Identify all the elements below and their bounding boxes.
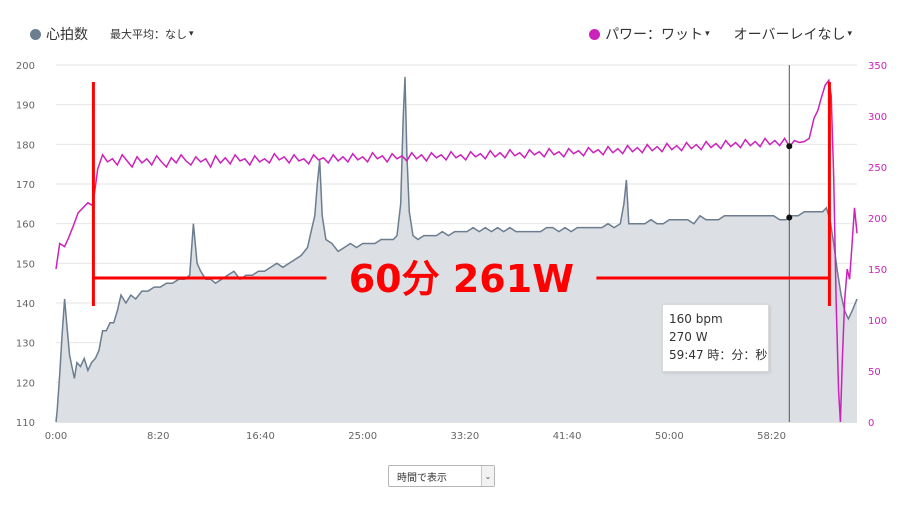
y-right-tick-label: 50	[868, 367, 881, 378]
y-left-tick-label: 200	[16, 61, 35, 72]
y-right-tick-label: 200	[868, 214, 887, 225]
max-average-dropdown[interactable]: 最大平均：なし ▾	[110, 26, 194, 42]
y-right-tick-label: 300	[868, 112, 887, 123]
chevron-down-icon: ⌄	[481, 466, 494, 486]
x-tick-label: 25:00	[348, 431, 377, 442]
y-left-tick-label: 160	[16, 220, 35, 231]
bracket-annotation	[91, 82, 831, 306]
x-tick-label: 0:00	[45, 431, 67, 442]
y-left-tick-label: 110	[16, 418, 35, 429]
y-right-tick-label: 100	[868, 316, 887, 327]
annotation-label: 60分 261W	[349, 257, 574, 301]
heart-rate-label: 心拍数	[46, 27, 88, 43]
power-metric-dropdown[interactable]: パワー：ワット ▾	[605, 24, 710, 44]
tooltip-heart-rate: 160 bpm	[669, 312, 723, 326]
y-left-tick-label: 190	[16, 101, 35, 112]
x-tick-label: 58:20	[757, 431, 786, 442]
caret-down-icon: ▾	[189, 29, 194, 39]
display-mode-value: 時間で表示	[397, 472, 447, 484]
x-tick-label: 16:40	[246, 431, 275, 442]
display-mode-select[interactable]: 時間で表示 ⌄	[388, 465, 495, 487]
x-axis: 0:00 8:20 16:40 25:00 33:20 41:40 50:00 58:20	[45, 431, 786, 442]
y-left-tick-label: 170	[16, 180, 35, 191]
y-left-tick-label: 140	[16, 299, 35, 310]
x-tick-label: 33:20	[450, 431, 479, 442]
power-line	[55, 78, 858, 423]
heart-rate-dot-icon	[30, 28, 41, 40]
y-axis-right: 0 50 100 150 200 250 300 350	[868, 61, 887, 429]
caret-down-icon: ▾	[705, 29, 710, 39]
heart-rate-line	[55, 76, 858, 423]
x-tick-label: 41:40	[553, 431, 582, 442]
overlay-label: オーバーレイなし	[733, 27, 846, 43]
legend-left: 心拍数 最大平均：なし ▾	[30, 24, 194, 44]
tooltip-power: 270 W	[669, 330, 708, 344]
y-left-tick-label: 180	[16, 140, 35, 151]
tooltip-time: 59:47 時：分：秒	[669, 348, 768, 362]
y-right-tick-label: 0	[868, 418, 874, 429]
x-tick-label: 50:00	[655, 431, 684, 442]
heart-rate-area	[56, 76, 857, 423]
caret-down-icon: ▾	[847, 29, 852, 39]
y-right-tick-label: 350	[868, 61, 887, 72]
y-axis-left: 110 120 130 140 150 160 170 180 190 200	[16, 61, 35, 429]
y-right-tick-label: 150	[868, 265, 887, 276]
overlay-dropdown[interactable]: オーバーレイなし ▾	[734, 24, 852, 44]
legend-right: パワー：ワット ▾ オーバーレイなし ▾	[589, 24, 852, 44]
hover-tooltip: 160 bpm 270 W 59:47 時：分：秒	[662, 304, 769, 372]
cursor-heart-rate-marker	[786, 214, 793, 221]
y-right-tick-label: 250	[868, 163, 887, 174]
x-tick-label: 8:20	[147, 431, 169, 442]
power-dot-icon	[589, 28, 601, 40]
y-left-tick-label: 150	[16, 259, 35, 270]
legend-heart-rate[interactable]: 心拍数	[30, 24, 88, 44]
y-left-tick-label: 130	[16, 339, 35, 350]
cursor-power-marker	[786, 143, 793, 150]
max-average-label: 最大平均：なし	[110, 28, 187, 41]
power-label: パワー：ワット	[605, 27, 704, 43]
y-left-tick-label: 120	[16, 378, 35, 389]
legend-power[interactable]: パワー：ワット ▾	[589, 24, 710, 44]
